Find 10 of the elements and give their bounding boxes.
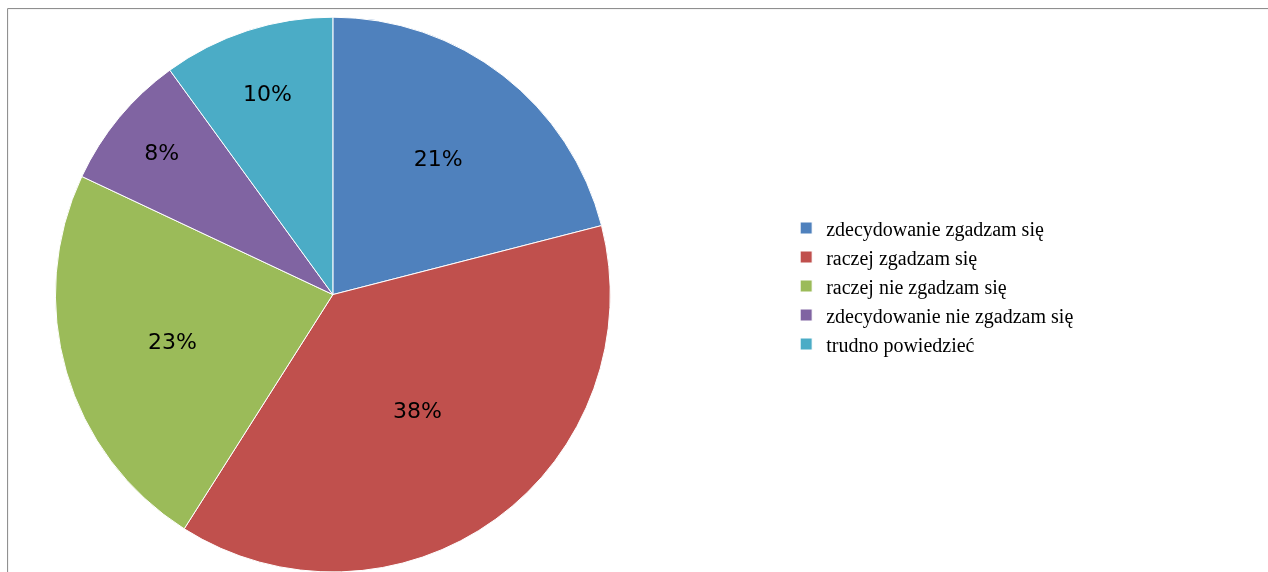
data-label: 8% xyxy=(144,140,180,166)
legend-label: zdecydowanie nie zgadzam się xyxy=(826,304,1074,328)
data-label: 23% xyxy=(148,328,197,354)
data-label: 10% xyxy=(242,80,292,106)
legend-label: raczej zgadzam się xyxy=(826,246,978,270)
legend-label: zdecydowanie zgadzam się xyxy=(826,217,1044,241)
legend-label: trudno powiedzieć xyxy=(826,333,975,357)
data-label: 21% xyxy=(413,146,463,172)
data-label: 38% xyxy=(392,398,442,424)
legend-label: raczej nie zgadzam się xyxy=(826,275,1007,299)
